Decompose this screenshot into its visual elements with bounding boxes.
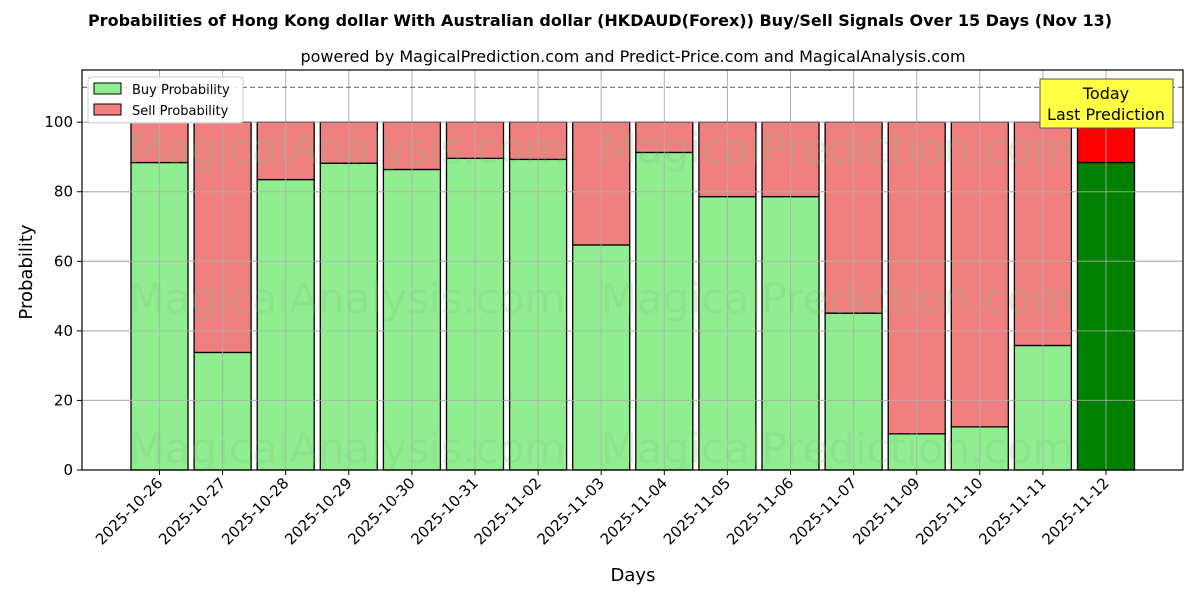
y-tick-label: 60 [54, 252, 73, 270]
legend-label-buy: Buy Probability [132, 83, 230, 98]
x-tick-label: 2025-10-27 [155, 474, 229, 548]
y-tick-label: 20 [54, 391, 73, 409]
x-tick-label: 2025-11-12 [1038, 474, 1112, 548]
x-tick-label: 2025-11-07 [786, 474, 860, 548]
x-axis-label: Days [611, 565, 656, 586]
x-tick-label: 2025-11-03 [534, 474, 608, 548]
watermark-text: MagicalPrediction.com [601, 124, 1074, 173]
x-tick-label: 2025-11-09 [849, 474, 923, 548]
legend-label-sell: Sell Probability [132, 104, 229, 119]
y-tick-label: 80 [54, 183, 73, 201]
y-tick-label: 0 [63, 461, 73, 479]
chart-subtitle: powered by MagicalPrediction.com and Pre… [300, 47, 965, 66]
today-annotation-box [1039, 78, 1174, 129]
x-tick-label: 2025-10-30 [344, 474, 418, 548]
watermark-text: MagicalPrediction.com [601, 424, 1074, 473]
today-annotation-line2: Last Prediction [1047, 105, 1165, 124]
x-tick-label: 2025-10-28 [218, 474, 292, 548]
x-tick-label: 2025-10-29 [281, 474, 355, 548]
plot-frame [81, 69, 1184, 471]
legend-swatch-sell [93, 103, 122, 116]
y-axis-label: Probability [16, 224, 37, 319]
x-tick-label: 2025-11-10 [912, 474, 986, 548]
watermark-text: MagicalAnalysis.com [129, 124, 566, 173]
y-tick-label: 40 [54, 322, 73, 340]
watermark-text: MagicalPrediction.com [601, 274, 1074, 323]
x-tick-label: 2025-11-04 [597, 474, 671, 548]
watermark-text: MagicalAnalysis.com [129, 424, 566, 473]
legend-box [87, 76, 244, 124]
x-tick-label: 2025-11-02 [471, 474, 545, 548]
x-tick-label: 2025-11-05 [660, 474, 734, 548]
watermark-text: MagicalAnalysis.com [129, 274, 566, 323]
today-annotation-line1: Today [1082, 84, 1129, 103]
y-tick-label: 100 [44, 113, 73, 131]
x-tick-label: 2025-10-31 [407, 474, 481, 548]
legend-swatch-buy [93, 82, 122, 95]
chart-title: Probabilities of Hong Kong dollar With A… [88, 11, 1112, 30]
x-tick-label: 2025-10-26 [92, 474, 166, 548]
x-tick-label: 2025-11-11 [975, 474, 1049, 548]
x-tick-label: 2025-11-06 [723, 474, 797, 548]
